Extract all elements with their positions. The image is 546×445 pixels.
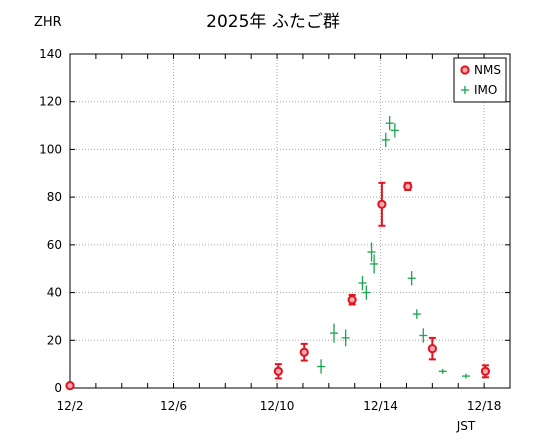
plot-frame: [69, 53, 511, 389]
data-series: [65, 116, 491, 391]
series-nms: [65, 181, 491, 391]
x-tick-label: 12/14: [363, 399, 398, 413]
y-axis-label: ZHR: [34, 15, 62, 30]
x-tick-label: 12/10: [260, 399, 295, 413]
y-tick-label: 60: [47, 238, 62, 252]
grid-lines: [70, 54, 510, 388]
y-tick-label: 20: [47, 333, 62, 347]
data-point: [273, 366, 283, 376]
data-point: [377, 199, 387, 209]
legend-marker: [460, 65, 470, 75]
legend-box: [453, 57, 507, 103]
data-point: [403, 181, 413, 192]
legend: NMS IMO: [453, 57, 507, 103]
x-axis-label: JST: [456, 419, 476, 433]
axes: 0 20 40 60 80 100 120 140 12/2 12/6 12/10 12/14 12/1…: [39, 47, 511, 413]
y-tick-label: 140: [39, 47, 62, 61]
legend-label: NMS: [474, 63, 501, 77]
x-tick-label: 12/2: [57, 399, 84, 413]
data-point: [427, 344, 437, 354]
data-point: [347, 295, 357, 305]
series-imo: [317, 116, 470, 379]
data-point: [299, 347, 309, 357]
y-tick-label: 100: [39, 142, 62, 156]
y-tick-label: 0: [54, 381, 62, 395]
x-tick-label: 12/18: [467, 399, 502, 413]
y-tick-label: 120: [39, 95, 62, 109]
data-point: [480, 366, 491, 376]
y-tick-label: 40: [47, 286, 62, 300]
data-point: [65, 381, 75, 391]
x-tick-label: 12/6: [160, 399, 187, 413]
y-tick-label: 80: [47, 190, 62, 204]
legend-label: IMO: [474, 83, 497, 97]
chart-title: 2025年 ふたご群: [206, 12, 340, 32]
